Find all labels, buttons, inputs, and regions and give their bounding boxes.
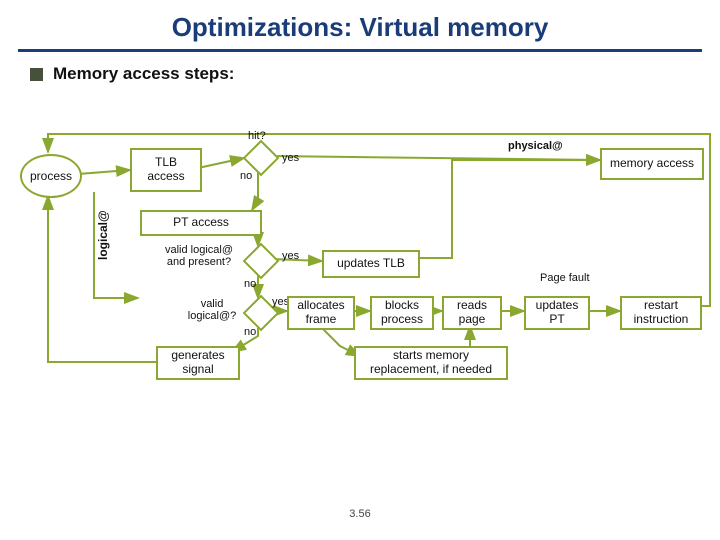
hit-label: hit? — [248, 130, 266, 142]
reads-label: reads page — [457, 299, 487, 327]
starts-label: starts memory replacement, if needed — [370, 349, 492, 377]
slide-number: 3.56 — [0, 508, 720, 520]
gensig-label: generates signal — [171, 349, 224, 377]
bullet-row: Memory access steps: — [30, 64, 690, 84]
node-allocates-frame: allocates frame — [287, 296, 355, 330]
node-memory-access: memory access — [600, 148, 704, 180]
memacc-label: memory access — [610, 157, 694, 171]
title-rule — [18, 49, 702, 52]
bullet-text: Memory access steps: — [53, 64, 234, 84]
label-logical: logical@ — [96, 210, 110, 260]
updpt-label: updates PT — [536, 299, 579, 327]
node-blocks-process: blocks process — [370, 296, 434, 330]
valid-yes: yes — [282, 250, 299, 262]
node-process: process — [20, 154, 82, 198]
node-reads-page: reads page — [442, 296, 502, 330]
node-pt-access: PT access — [140, 210, 262, 236]
node-updates-pt: updates PT — [524, 296, 590, 330]
bullet-square-icon — [30, 68, 43, 81]
upd-tlb-label: updates TLB — [337, 257, 405, 271]
hit-no: no — [240, 170, 252, 182]
node-process-label: process — [30, 169, 72, 183]
node-updates-tlb: updates TLB — [322, 250, 420, 278]
restart-label: restart instruction — [634, 299, 689, 327]
valid-no: no — [244, 278, 256, 290]
node-tlb-access: TLB access — [130, 148, 202, 192]
slide-title: Optimizations: Virtual memory — [0, 0, 720, 49]
label-pagefault: Page fault — [540, 272, 590, 284]
validlog-no: no — [244, 326, 256, 338]
node-generates-signal: generates signal — [156, 346, 240, 380]
label-physical: physical@ — [508, 140, 563, 152]
validlog-label: valid logical@? — [182, 298, 242, 322]
hit-yes: yes — [282, 152, 299, 164]
alloc-label: allocates frame — [297, 299, 344, 327]
pt-label: PT access — [173, 216, 229, 230]
flowchart: process TLB access hit? yes no memory ac… — [0, 130, 720, 430]
valid-label: valid logical@ and present? — [156, 244, 242, 268]
node-starts-replacement: starts memory replacement, if needed — [354, 346, 508, 380]
node-restart-instruction: restart instruction — [620, 296, 702, 330]
node-tlb-label: TLB access — [147, 156, 184, 184]
blocks-label: blocks process — [381, 299, 423, 327]
